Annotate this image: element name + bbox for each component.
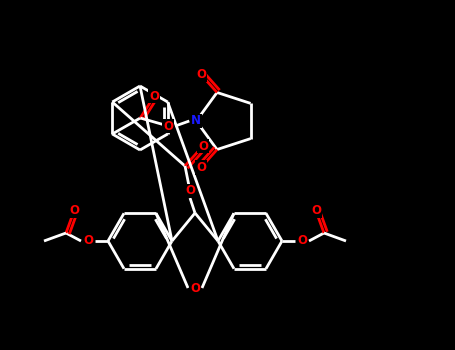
Text: O: O	[196, 161, 206, 174]
Text: O: O	[163, 119, 173, 133]
Text: O: O	[311, 204, 321, 217]
Text: O: O	[83, 234, 93, 247]
Text: O: O	[185, 184, 195, 197]
Text: N: N	[191, 114, 201, 127]
Text: O: O	[198, 140, 208, 153]
Text: O: O	[149, 90, 159, 103]
Text: O: O	[196, 68, 206, 81]
Text: O: O	[297, 234, 307, 247]
Text: O: O	[190, 281, 200, 294]
Text: O: O	[69, 204, 79, 217]
